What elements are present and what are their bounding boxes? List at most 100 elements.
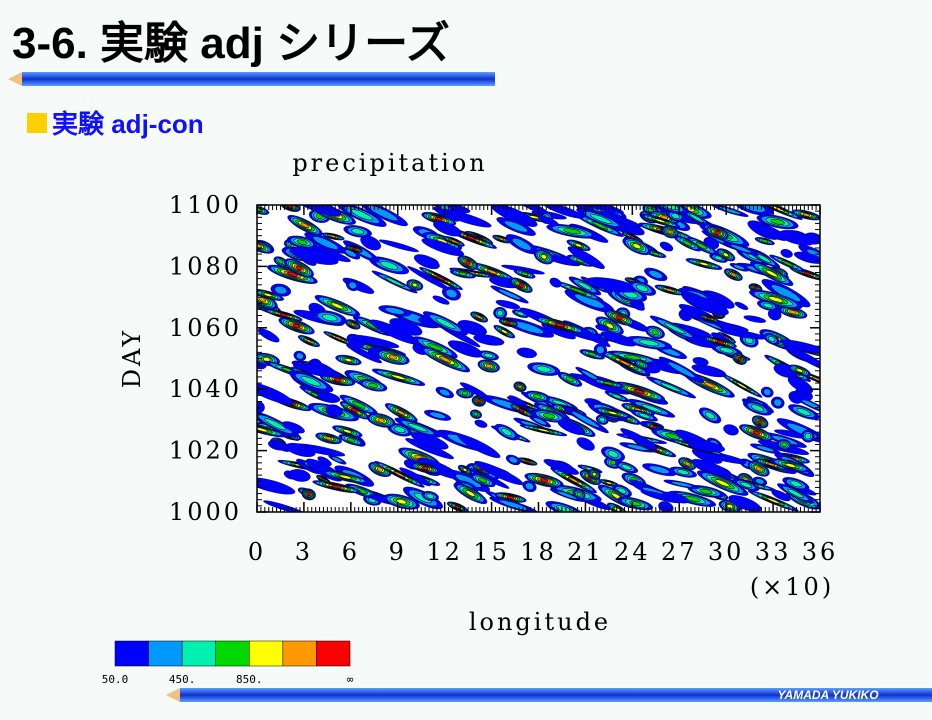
contour-blob [292, 323, 301, 329]
pencil-tip [166, 688, 180, 702]
contour-blob [571, 411, 600, 428]
contour-blob [338, 474, 353, 480]
contour-blob [703, 236, 720, 250]
contour-blob [436, 275, 446, 282]
contour-field [257, 205, 820, 512]
contour-blob [590, 213, 612, 224]
contour-blob [312, 236, 339, 250]
contour-blob [506, 495, 514, 500]
contour-blob [476, 315, 482, 319]
contour-blob [384, 276, 405, 288]
contour-blob [457, 320, 487, 336]
contour-blob [293, 363, 341, 378]
x-tick-label: 12 [426, 538, 463, 566]
contour-blob [378, 239, 419, 253]
contour-blob [667, 361, 696, 378]
contour-blob [257, 381, 294, 405]
contour-blob [322, 313, 338, 322]
contour-blob [767, 462, 776, 467]
contour-blob [623, 354, 642, 360]
contour-blob [421, 238, 465, 257]
contour-blob [629, 300, 645, 311]
subtitle: 実験 adj-con [52, 109, 204, 139]
contour-blob [758, 419, 763, 424]
y-tick-label: 1080 [169, 252, 242, 280]
contour-blob [789, 310, 797, 315]
contour-blob [671, 213, 680, 219]
contour-blob [520, 271, 529, 276]
contour-blob [596, 211, 642, 228]
contour-blob [445, 288, 458, 299]
contour-blob [542, 205, 584, 219]
contour-blob [412, 282, 418, 288]
contour-blob [525, 460, 530, 463]
contour-blob [331, 456, 343, 463]
contour-blob [633, 389, 645, 394]
contour-blob [662, 491, 690, 504]
contour-blob [435, 317, 456, 329]
contour-blob [376, 467, 383, 472]
contour-blob [695, 242, 708, 250]
contour-blob [651, 329, 659, 336]
y-tick-label: 1060 [169, 314, 242, 342]
contour-blob [803, 271, 812, 276]
colorbar-label: ∞ [347, 673, 354, 686]
contour-blob [567, 246, 605, 270]
x-tick-label: 9 [389, 538, 407, 566]
contour-blob [499, 237, 505, 241]
contour-blob [557, 419, 586, 435]
contour-blob [767, 336, 776, 343]
contour-blob [704, 411, 716, 420]
contour-blob [352, 401, 366, 409]
colorbar-label: 450. [169, 673, 196, 686]
contour-blob [714, 230, 720, 235]
contour-blob [737, 356, 742, 361]
contour-blob [349, 334, 400, 349]
contour-blob [506, 320, 511, 325]
contour-blob [751, 404, 764, 412]
contour-blob [438, 355, 452, 363]
contour-blob [422, 466, 429, 470]
colorbar-cell [215, 640, 250, 667]
contour-blob [730, 272, 736, 277]
contour-blob [474, 419, 488, 428]
contour-blob [451, 239, 457, 244]
contour-blob [391, 374, 407, 381]
contour-blob [474, 461, 524, 486]
contour-blob [661, 205, 679, 211]
x-tick-label: 36 [802, 538, 839, 566]
contour-blob [688, 213, 704, 223]
contour-blob [348, 281, 357, 290]
contour-blob [660, 382, 683, 393]
contour-blob [638, 362, 645, 367]
contour-blob [796, 408, 811, 416]
contour-blob [620, 428, 658, 450]
chart-title: precipitation [292, 149, 487, 177]
contour-blob [458, 434, 501, 459]
contour-blob [274, 285, 288, 295]
contour-blob [543, 459, 579, 475]
contour-blob [743, 315, 766, 323]
contour-blob [735, 382, 748, 390]
contour-blob [567, 476, 580, 484]
contour-blob [784, 463, 797, 468]
contour-blob [752, 430, 760, 435]
contour-blob [536, 365, 552, 373]
contour-blob [330, 302, 344, 310]
contour-blob [576, 492, 582, 497]
contour-blob [607, 410, 618, 415]
contour-blob [516, 311, 525, 316]
contour-blob [459, 382, 489, 399]
contour-blob [659, 241, 674, 252]
contour-blob [723, 424, 739, 436]
contour-blob [595, 324, 609, 331]
contour-blob [605, 322, 614, 329]
x-multiplier: (×10) [750, 573, 834, 601]
contour-blob [532, 417, 547, 426]
contour-blob [778, 230, 815, 246]
contour-blob [632, 243, 641, 250]
contour-blob [295, 265, 303, 271]
contour-blob [321, 478, 326, 482]
contour-blob [648, 465, 670, 474]
